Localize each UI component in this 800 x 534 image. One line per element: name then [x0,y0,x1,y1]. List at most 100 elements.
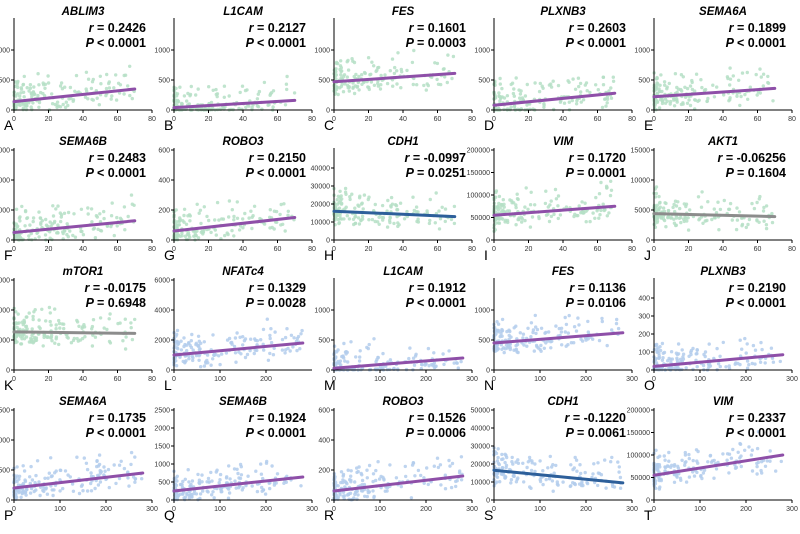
scatter-point [133,477,137,481]
scatter-point [218,472,223,477]
scatter-point [569,341,574,345]
scatter-point [681,75,685,79]
x-tick-label: 40 [719,246,727,253]
scatter-point [529,468,534,473]
scatter-point [740,71,745,75]
scatter-point [493,210,498,214]
scatter-point [739,464,743,469]
p-annotation: P = 0.0251 [406,166,466,180]
scatter-point [427,364,431,368]
panel-title: FES [392,6,415,18]
y-tick-label: 4000 [154,308,170,315]
scatter-point [588,219,592,224]
panel-letter: A [4,117,14,133]
y-tick-label: 300 [638,314,650,321]
scatter-point [577,204,581,208]
p-value: = 0.1604 [737,166,786,180]
scatter-point [104,86,109,91]
scatter-point [236,471,240,476]
scatter-point [716,200,720,204]
scatter-point [579,90,583,94]
scatter-point [549,214,554,219]
scatter-point [41,81,45,85]
scatter-point [44,319,48,323]
scatter-point [549,346,553,350]
scatter-point [29,464,33,469]
r-annotation: r = 0.1735 [89,411,146,425]
scatter-point [358,349,362,353]
scatter-point [744,225,748,230]
scatter-point [680,458,684,462]
y-tick-label: 0 [166,238,170,245]
scatter-point [727,471,731,475]
scatter-point [607,89,611,93]
scatter-point [25,327,29,331]
scatter-point [178,85,182,89]
scatter-point [507,333,511,338]
scatter-point [284,348,288,352]
scatter-point [346,468,350,472]
scatter-point [357,196,362,200]
scatter-point [736,450,740,454]
scatter-point [110,201,114,205]
scatter-point [341,90,346,94]
scatter-point [237,228,242,232]
scatter-point [65,222,69,226]
scatter-point [250,484,254,488]
scatter-point [747,363,751,367]
scatter-point [658,485,662,489]
scatter-point [422,481,426,485]
y-tick-label: 0 [646,238,650,245]
scatter-point [509,481,513,485]
scatter-point [97,453,102,457]
scatter-point [538,478,542,482]
scatter-point [762,205,766,210]
scatter-point [180,234,184,238]
scatter-point [63,105,68,110]
scatter-point [13,80,18,84]
scatter-point [514,348,518,352]
scatter-point [759,340,763,345]
scatter-point [243,337,248,341]
scatter-point [728,77,733,81]
scatter-point [500,334,504,338]
scatter-point [68,475,73,479]
scatter-point [108,312,112,316]
scatter-point [353,84,358,88]
scatter-point [102,465,106,469]
scatter-point [123,73,128,77]
scatter-point [62,229,67,233]
y-tick-label: 200000 [627,408,650,415]
scatter-point [753,362,757,366]
scatter-point [702,352,706,357]
scatter-point [86,77,91,81]
scatter-point [95,96,99,100]
scatter-point [571,77,575,81]
scatter-point [735,206,739,210]
scatter-point [190,332,194,337]
scatter-point [687,475,692,479]
scatter-point [409,496,414,500]
scatter-point [684,366,688,370]
x-tick-label: 300 [626,376,638,383]
scatter-point [266,358,271,362]
scatter-point [98,228,103,233]
r-symbol: r [409,411,417,425]
scatter-point [196,236,201,240]
scatter-point [570,98,574,103]
r-value: = -0.1220 [573,411,626,425]
x-tick-label: 60 [274,116,282,123]
scatter-point [402,217,407,221]
scatter-point [527,455,532,460]
r-value: = 0.2426 [97,21,146,35]
panel-title: ABLIM3 [61,6,105,18]
scatter-point [459,455,464,459]
scatter-point [44,217,48,222]
scatter-point [685,101,690,106]
scatter-point [14,310,18,314]
scatter-point [261,327,266,332]
p-value: < 0.0001 [257,426,306,440]
scatter-point [654,191,658,196]
